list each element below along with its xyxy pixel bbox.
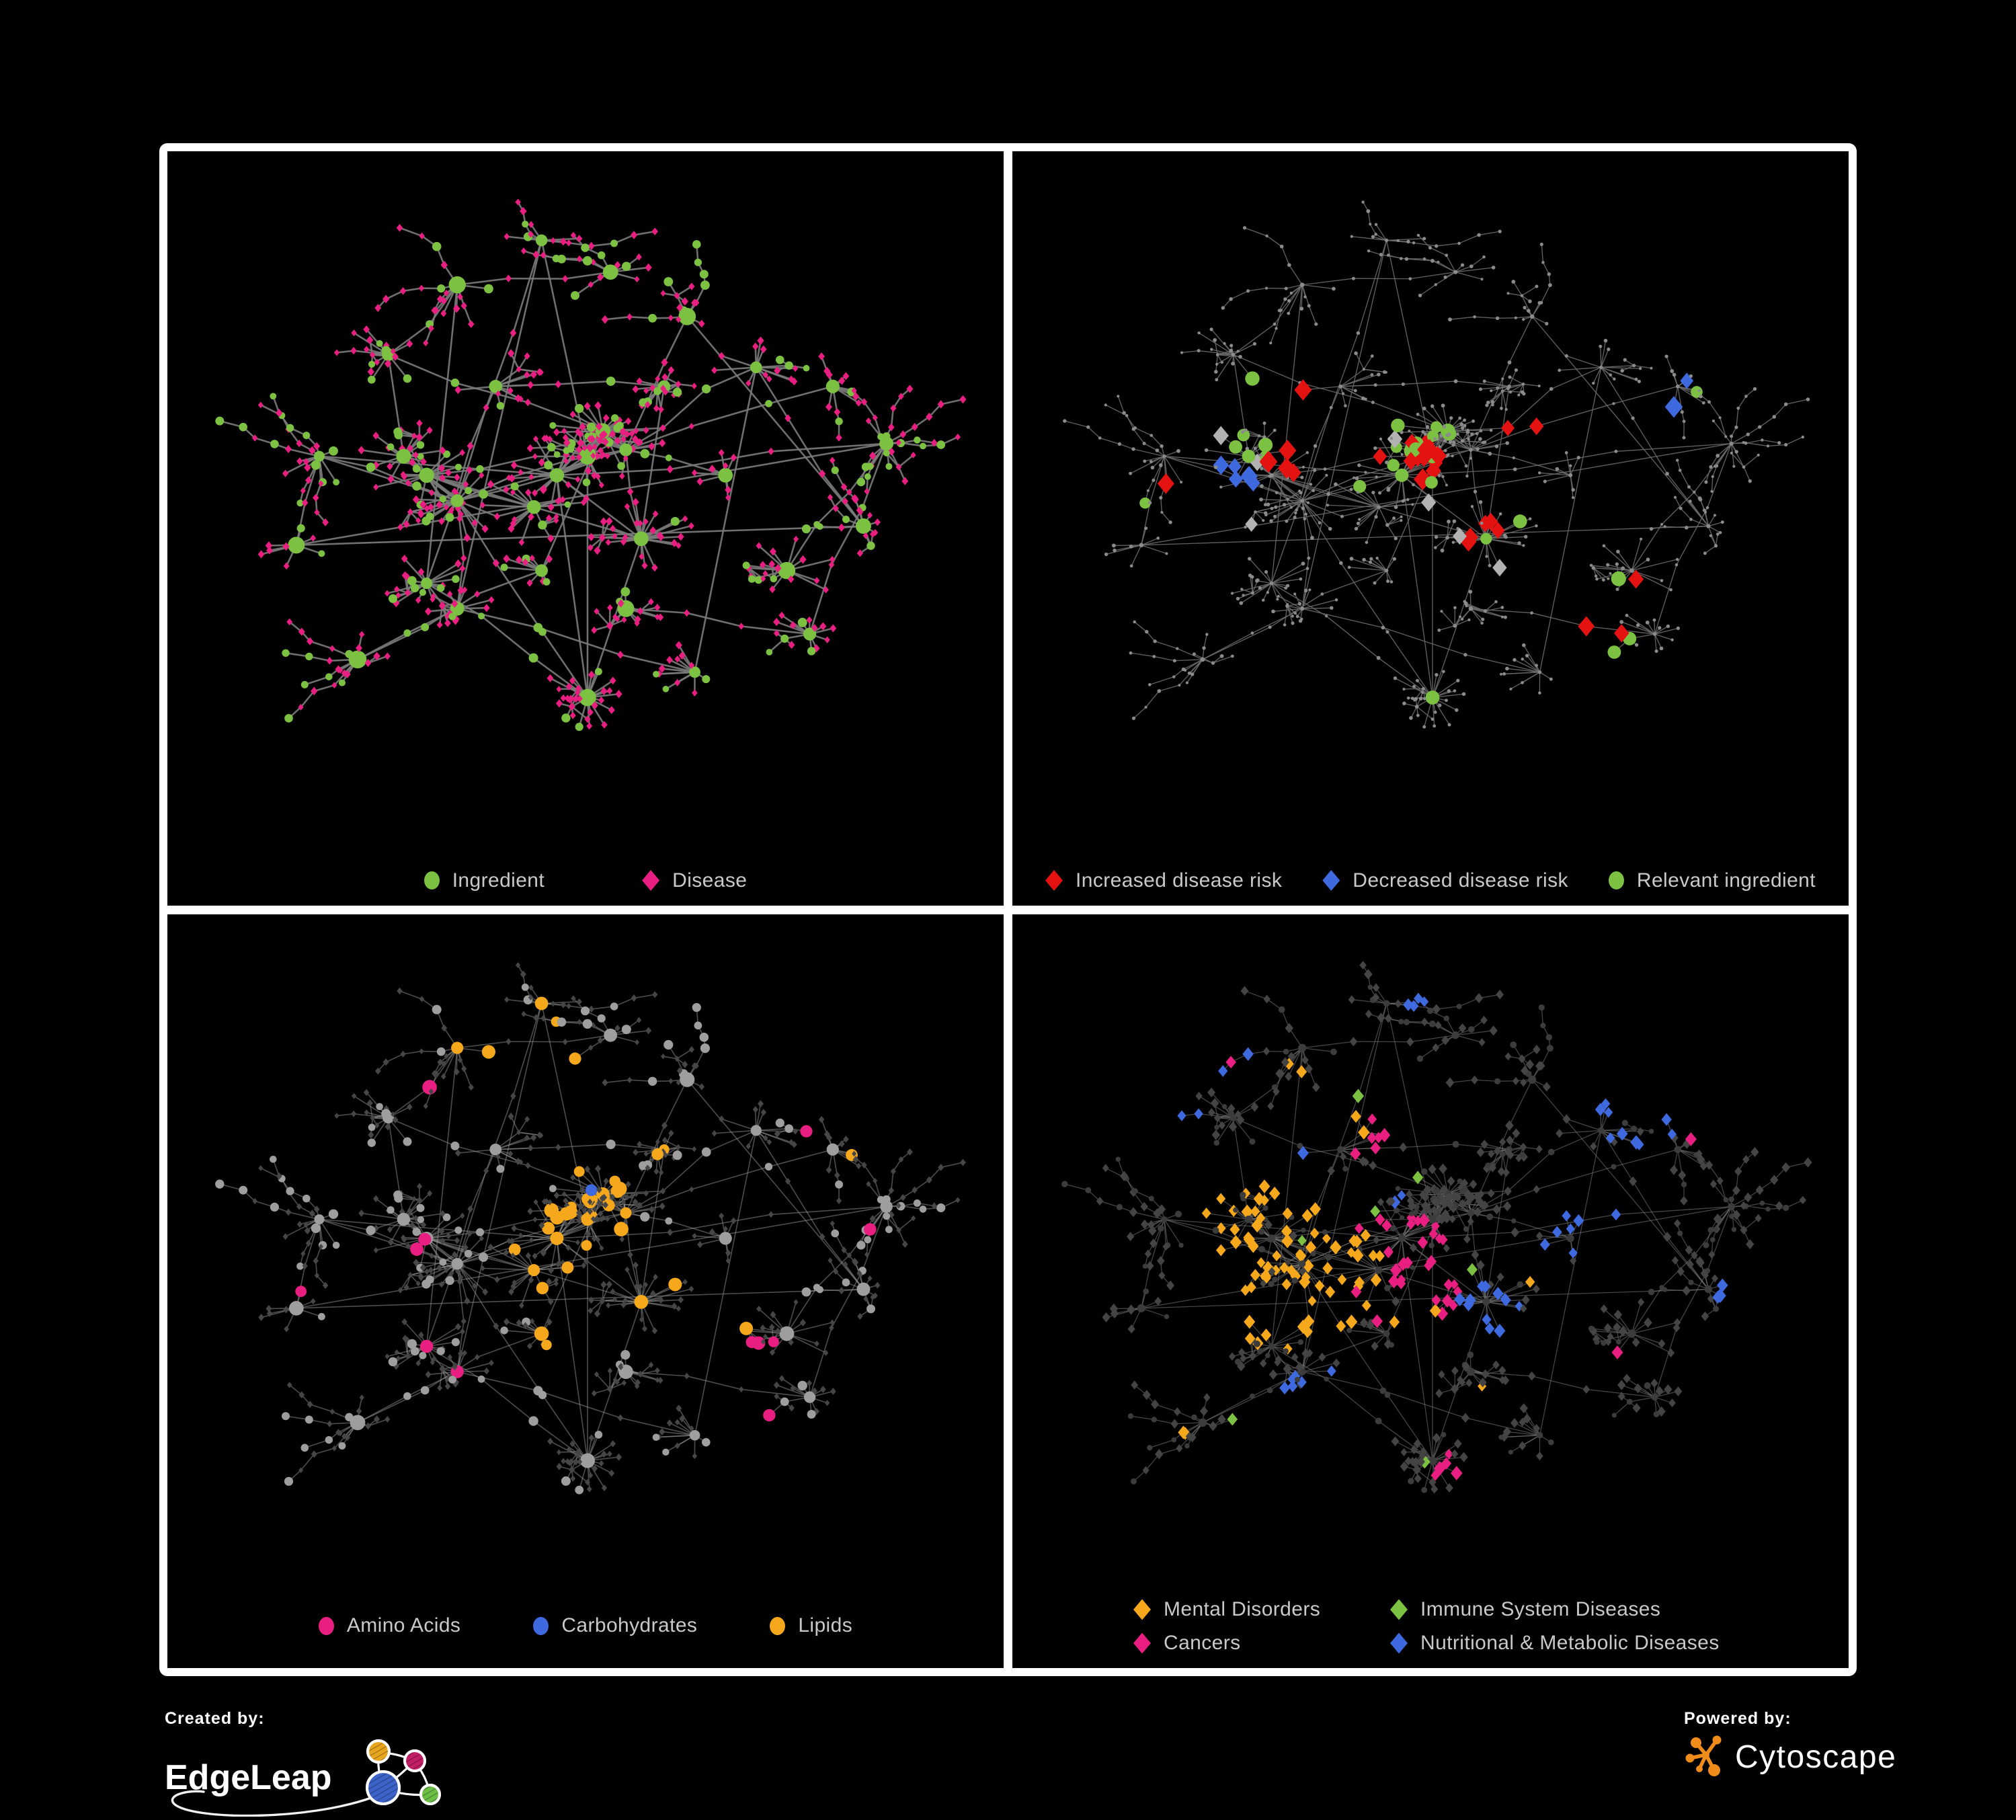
legend-diamond-icon <box>1322 870 1340 891</box>
legend-diamond-icon <box>1133 1632 1151 1654</box>
legend-item-amino-acids: Amino Acids <box>318 1614 461 1637</box>
legend-disease-category: Mental Disorders Immune System Diseases Ca… <box>1133 1598 1720 1655</box>
legend-item-cancers: Cancers <box>1133 1632 1241 1655</box>
legend-item-mental-disorders: Mental Disorders <box>1133 1598 1320 1621</box>
legend-diamond-icon <box>1390 1599 1408 1620</box>
edgeleap-logo: EdgeLeap <box>165 1733 460 1820</box>
legend-item-disease: Disease <box>642 869 747 892</box>
legend-diamond-icon <box>642 870 660 891</box>
legend-item-carbohydrates: Carbohydrates <box>533 1614 697 1637</box>
legend-label: Mental Disorders <box>1164 1598 1321 1620</box>
legend-label: Carbohydrates <box>561 1614 698 1636</box>
legend-nutrient-class: Amino Acids Carbohydrates Lipids <box>167 1614 1004 1637</box>
legend-label: Lipids <box>798 1614 853 1636</box>
legend-label: Cancers <box>1164 1632 1241 1654</box>
legend-item-nutritional-metabolic-diseases: Nutritional & Metabolic Diseases <box>1390 1632 1720 1655</box>
legend-label: Amino Acids <box>346 1614 461 1636</box>
legend-disease-risk: Increased disease risk Decreased disease … <box>1012 869 1849 892</box>
legend-circle-icon <box>770 1616 786 1635</box>
legend-label: Relevant ingredient <box>1636 869 1816 892</box>
legend-circle-icon <box>1608 871 1624 889</box>
legend-label: Disease <box>672 869 748 892</box>
legend-item-immune-system-diseases: Immune System Diseases <box>1390 1598 1660 1621</box>
cytoscape-logo-icon <box>1685 1735 1722 1776</box>
powered-by-block: Powered by: Cytosc <box>1684 1709 1896 1780</box>
legend-circle-icon <box>533 1616 549 1635</box>
panel-disease-risk: Increased disease risk Decreased disease … <box>1012 151 1849 906</box>
legend-label: Immune System Diseases <box>1420 1598 1661 1620</box>
network-graph-nutrient-class <box>215 961 966 1495</box>
legend-diamond-icon <box>1390 1632 1408 1654</box>
created-by-block: Created by: <box>165 1709 460 1820</box>
legend-label: Decreased disease risk <box>1353 869 1568 892</box>
legend-item-relevant-ingredient: Relevant ingredient <box>1608 869 1816 892</box>
panel-ingredient-disease: Ingredient Disease <box>167 151 1004 906</box>
edgeleap-wordmark: EdgeLeap <box>165 1758 332 1797</box>
panel-disease-category: Mental Disorders Immune System Diseases Ca… <box>1012 914 1849 1668</box>
legend-item-lipids: Lipids <box>770 1614 852 1637</box>
legend-ingredient-disease: Ingredient Disease <box>167 869 1004 892</box>
cytoscape-logo: Cytoscape <box>1684 1734 1896 1780</box>
legend-diamond-icon <box>1045 870 1063 891</box>
legend-label: Nutritional & Metabolic Diseases <box>1420 1632 1720 1654</box>
legend-diamond-icon <box>1133 1599 1151 1620</box>
created-by-label: Created by: <box>165 1709 265 1728</box>
powered-by-label: Powered by: <box>1684 1709 1791 1728</box>
edgeleap-logo-icon: EdgeLeap <box>165 1739 441 1817</box>
legend-item-decreased-disease-risk: Decreased disease risk <box>1322 869 1568 892</box>
cytoscape-wordmark: Cytoscape <box>1735 1739 1897 1775</box>
panel-nutrient-class: Amino Acids Carbohydrates Lipids <box>167 914 1004 1668</box>
legend-circle-icon <box>318 1616 334 1635</box>
network-graph-disease-risk <box>1063 200 1810 729</box>
network-graph-ingredient-disease <box>215 198 967 731</box>
legend-item-increased-disease-risk: Increased disease risk <box>1045 869 1282 892</box>
legend-item-ingredient: Ingredient <box>424 869 545 892</box>
panel-grid: Ingredient Disease Increased disease risk… <box>159 143 1857 1676</box>
legend-label: Increased disease risk <box>1076 869 1283 892</box>
legend-label: Ingredient <box>452 869 545 892</box>
network-graph-disease-category <box>1061 960 1812 1494</box>
legend-circle-icon <box>424 871 440 889</box>
